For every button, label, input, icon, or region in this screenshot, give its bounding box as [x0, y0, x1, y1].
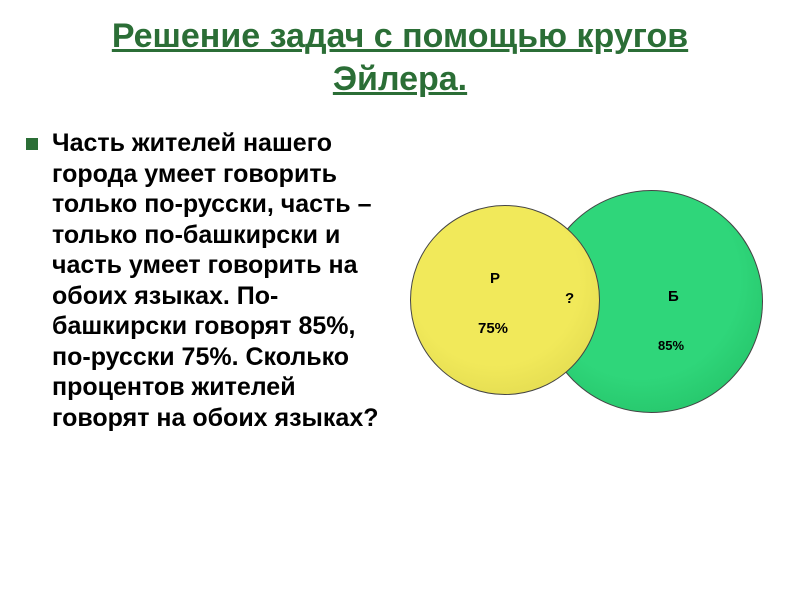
- title-line1: Решение задач с помощью кругов: [20, 15, 780, 58]
- content-area: Часть жителей нашего города умеет говори…: [0, 110, 800, 450]
- body-text: Часть жителей нашего города умеет говори…: [52, 128, 390, 433]
- bullet-square: [26, 138, 38, 150]
- slide-title: Решение задач с помощью кругов Эйлера.: [0, 0, 800, 110]
- venn-diagram: Р 75% ? Б 85%: [400, 170, 770, 450]
- intersection-label: ?: [565, 290, 574, 307]
- bullet-block: Часть жителей нашего города умеет говори…: [20, 128, 390, 433]
- right-value: 85%: [658, 338, 684, 353]
- diagram-column: Р 75% ? Б 85%: [400, 120, 780, 450]
- text-column: Часть жителей нашего города умеет говори…: [20, 120, 400, 450]
- title-line2: Эйлера.: [20, 58, 780, 101]
- right-label: Б: [668, 288, 679, 305]
- left-label: Р: [490, 270, 500, 287]
- left-value: 75%: [478, 320, 508, 337]
